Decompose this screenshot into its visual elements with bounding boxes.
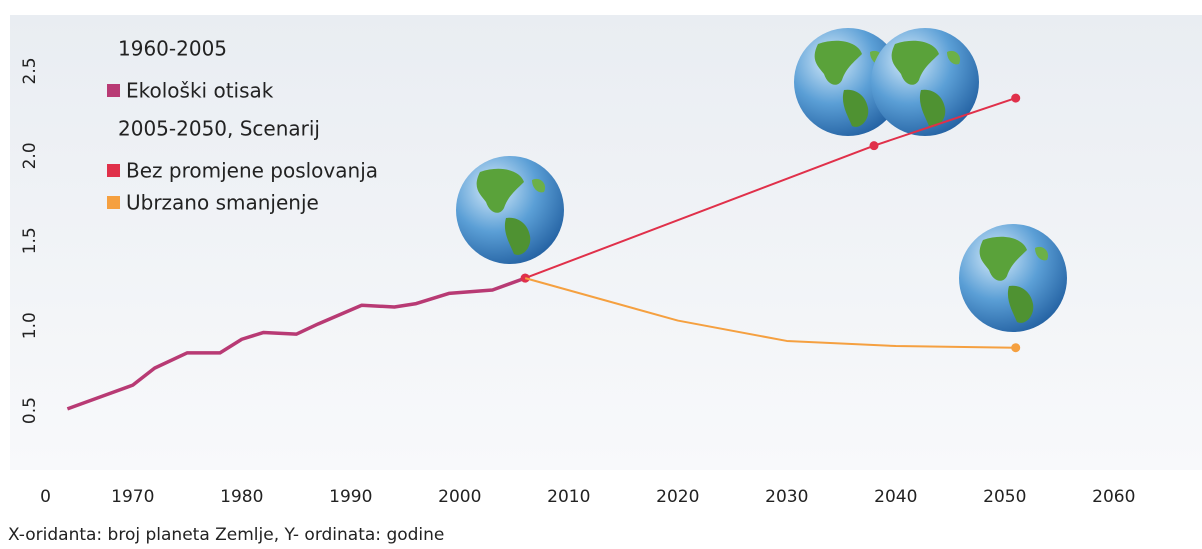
y-tick-label: 1.5 <box>20 227 40 254</box>
x-tick-label: 2020 <box>656 487 699 507</box>
x-tick-label: 1990 <box>329 487 372 507</box>
x-tick-label: 2040 <box>874 487 917 507</box>
y-tick-label: 0.5 <box>20 397 40 424</box>
x-tick-label: 2000 <box>438 487 481 507</box>
legend-swatch <box>107 164 120 177</box>
series-line <box>66 276 526 411</box>
x-tick-label: 2010 <box>547 487 590 507</box>
y-tick-label: 2.5 <box>20 57 40 84</box>
y-tick-label: 2.0 <box>20 142 40 169</box>
legend-heading: 1960-2005 <box>118 37 227 61</box>
series-line <box>524 277 1016 349</box>
point <box>869 141 879 151</box>
point <box>1011 343 1021 353</box>
caption: X-oridanta: broj planeta Zemlje, Y- ordi… <box>8 525 444 545</box>
x-tick-label: 1980 <box>220 487 263 507</box>
legend-swatch <box>107 84 120 97</box>
legend-label: Ekološki otisak <box>126 79 274 103</box>
x-tick-label: 1970 <box>111 487 154 507</box>
x-tick-label: 0 <box>40 487 51 507</box>
legend-label: Ubrzano smanjenje <box>126 191 319 215</box>
x-tick-label: 2060 <box>1092 487 1135 507</box>
x-tick-label: 2050 <box>983 487 1026 507</box>
legend-heading: 2005-2050, Scenarij <box>118 117 320 141</box>
legend-swatch <box>107 196 120 209</box>
legend-label: Bez promjene poslovanja <box>126 159 378 183</box>
point <box>1011 93 1021 103</box>
y-tick-label: 1.0 <box>20 312 40 339</box>
x-tick-label: 2030 <box>765 487 808 507</box>
